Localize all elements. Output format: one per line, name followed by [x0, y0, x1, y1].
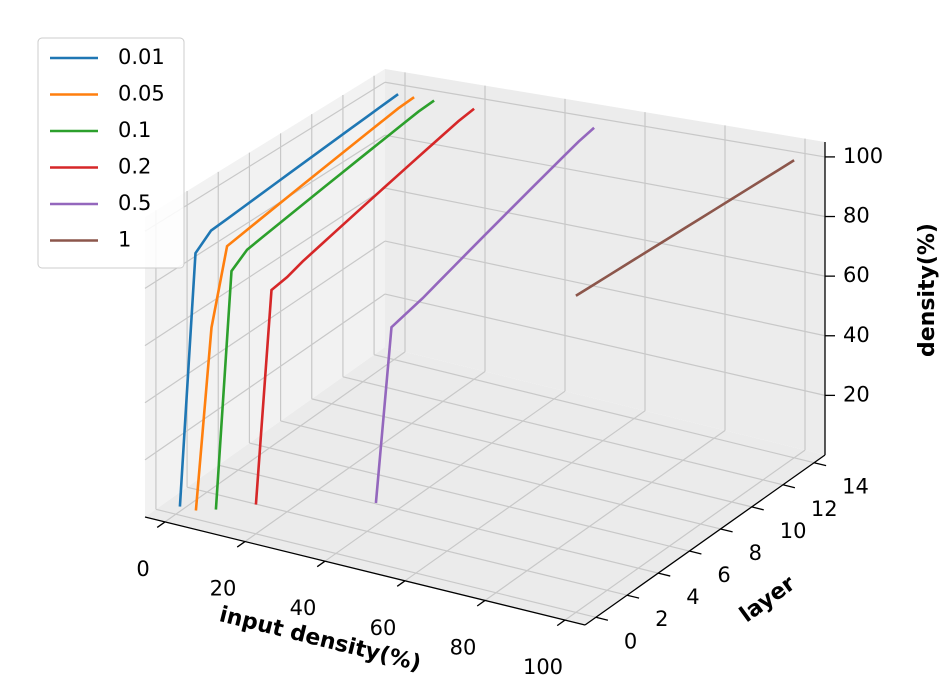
tick-mark [396, 580, 406, 587]
grid-line [186, 486, 628, 596]
series-line [254, 107, 475, 505]
grid-line [564, 449, 806, 621]
grid-line [249, 442, 690, 552]
tick-mark [720, 528, 733, 533]
legend-label: 1 [118, 228, 131, 252]
grid-line [244, 371, 486, 543]
y-tick-label: 14 [842, 475, 869, 499]
grid-line [384, 187, 826, 277]
series-line [575, 159, 795, 297]
z-tick-label: 20 [843, 382, 870, 406]
tick-mark [236, 541, 246, 548]
legend-label: 0.1 [118, 118, 151, 142]
x-tick-label: 20 [210, 577, 237, 601]
series-line [374, 126, 595, 504]
grid-line [280, 420, 721, 530]
x-tick-label: 40 [290, 596, 317, 620]
tick-mark [782, 484, 796, 489]
grid-line [144, 134, 386, 289]
grid-line [404, 410, 646, 582]
z-tick-label: 60 [843, 263, 870, 287]
grid-line [384, 293, 826, 396]
y-tick-label: 8 [749, 541, 762, 565]
y-axis-label: layer [735, 571, 800, 628]
tick-mark [751, 506, 764, 511]
tick-mark [689, 550, 702, 555]
tick-mark [156, 521, 166, 528]
grid-line [384, 134, 826, 218]
legend-label: 0.01 [118, 45, 165, 69]
y-tick-label: 4 [686, 585, 699, 609]
legend: 0.01 0.05 0.1 0.2 0.5 1 [37, 37, 185, 269]
tick-mark [813, 462, 827, 467]
legend-label: 0.5 [118, 191, 151, 215]
legend-label: 0.05 [118, 82, 165, 106]
panes [144, 69, 835, 627]
y-tick-label: 0 [624, 629, 637, 653]
series-line [194, 96, 415, 511]
grid-line [324, 390, 566, 562]
tick-mark [658, 572, 671, 577]
legend-box [37, 37, 185, 269]
grid-line [373, 354, 815, 464]
back-pane [385, 69, 825, 455]
grid-line [311, 398, 752, 508]
grid-line [155, 508, 597, 618]
z-tick-label: 100 [843, 144, 883, 168]
x-tick-label: 100 [523, 655, 563, 679]
y-tick-label: 6 [717, 563, 730, 587]
z-tick-label: 40 [843, 323, 870, 347]
series-line [178, 93, 399, 507]
tick-mark [316, 560, 326, 568]
y-axis [584, 454, 826, 626]
grid-line [144, 81, 386, 232]
y-tick-label: 10 [780, 519, 807, 543]
x-tick-label: 0 [136, 557, 149, 581]
grid-line [342, 376, 784, 486]
grid-line [384, 240, 826, 337]
floor-pane [145, 347, 825, 625]
y-tick-label: 2 [655, 607, 668, 631]
tick-mark [476, 599, 486, 607]
series-line [214, 99, 435, 510]
tick-mark [626, 594, 640, 599]
grid-line [484, 429, 726, 601]
grid-line [218, 464, 659, 574]
y-tick-label: 12 [811, 497, 838, 521]
x-tick-label: 60 [370, 616, 397, 640]
tick-mark [595, 616, 609, 621]
grid-line [384, 81, 826, 158]
x-tick-label: 80 [450, 635, 477, 659]
legend-label: 0.2 [118, 155, 151, 179]
z-tick-label: 80 [843, 204, 870, 228]
tick-mark [556, 619, 566, 627]
grid-line [164, 351, 406, 523]
z-axis-label: density(%) [915, 223, 940, 357]
grid-line [144, 187, 386, 347]
grid-line [144, 240, 386, 404]
x-axis [144, 516, 586, 626]
